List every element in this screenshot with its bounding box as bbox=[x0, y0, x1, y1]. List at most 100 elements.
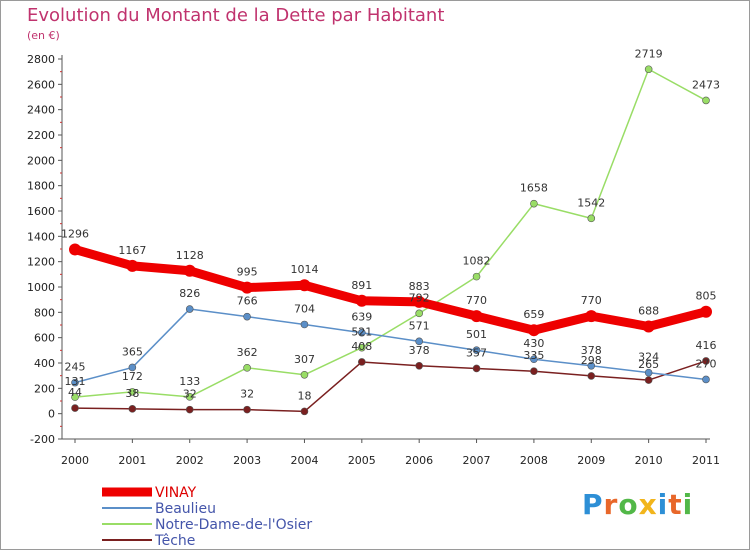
x-tick-label: 2001 bbox=[118, 454, 146, 467]
x-tick-label: 2003 bbox=[233, 454, 261, 467]
data-point bbox=[300, 370, 309, 379]
y-tick-label: 2600 bbox=[27, 78, 55, 91]
data-point bbox=[243, 364, 251, 372]
series-line-2 bbox=[74, 68, 707, 398]
y-tick-label: 200 bbox=[34, 382, 55, 395]
series-line-1 bbox=[74, 308, 707, 384]
y-tick-label: 2200 bbox=[27, 129, 55, 142]
data-point bbox=[71, 378, 79, 387]
chart-unit: (en €) bbox=[27, 29, 60, 42]
data-label: 44 bbox=[68, 386, 82, 399]
data-label: 362 bbox=[237, 346, 258, 359]
data-label: 805 bbox=[696, 290, 717, 303]
y-tick-label: 0 bbox=[48, 408, 55, 421]
data-label: 1082 bbox=[463, 255, 491, 268]
y-tick-label: 2800 bbox=[27, 53, 55, 66]
y-tick-label: 600 bbox=[34, 332, 55, 345]
data-point bbox=[415, 337, 423, 346]
data-point bbox=[642, 320, 655, 333]
y-tick-label: -200 bbox=[30, 433, 55, 446]
data-point bbox=[128, 405, 137, 413]
data-label: 133 bbox=[179, 375, 200, 388]
y-tick-label: 2000 bbox=[27, 154, 55, 167]
x-tick-label: 2004 bbox=[290, 454, 318, 467]
data-label: 501 bbox=[466, 328, 487, 341]
data-label: 704 bbox=[294, 302, 315, 315]
data-label: 378 bbox=[581, 344, 602, 357]
x-tick-label: 2005 bbox=[348, 454, 376, 467]
x-tick-label: 2008 bbox=[520, 454, 548, 467]
data-label: 172 bbox=[122, 370, 143, 383]
data-point bbox=[358, 343, 366, 352]
data-point bbox=[530, 367, 538, 376]
y-tick-label: 800 bbox=[34, 306, 55, 319]
data-point bbox=[71, 393, 79, 401]
data-point bbox=[185, 405, 194, 414]
x-tick-label: 2000 bbox=[61, 454, 89, 467]
axes: -200 0 200 400 600 800 1000 1200 1400 1600 1800 200… bbox=[27, 53, 720, 467]
data-label: 770 bbox=[581, 294, 602, 307]
legend-label: Têche bbox=[154, 533, 195, 549]
data-point bbox=[298, 279, 311, 292]
data-point bbox=[415, 361, 423, 370]
data-label: 639 bbox=[351, 311, 372, 324]
data-label: 265 bbox=[638, 358, 659, 371]
y-tick-label: 1200 bbox=[27, 256, 55, 269]
data-label: 32 bbox=[183, 388, 197, 401]
data-point bbox=[644, 368, 653, 377]
data-label: 298 bbox=[581, 354, 602, 367]
data-point bbox=[355, 294, 368, 307]
x-tick-label: 2009 bbox=[577, 454, 605, 467]
data-label: 891 bbox=[351, 279, 372, 292]
legend-label: VINAY bbox=[155, 485, 197, 501]
legend-label: Beaulieu bbox=[155, 501, 216, 517]
x-tick-label: 2006 bbox=[405, 454, 433, 467]
x-tick-label: 2011 bbox=[692, 454, 720, 467]
x-tick-label: 2007 bbox=[463, 454, 491, 467]
data-point bbox=[702, 375, 710, 384]
data-point bbox=[300, 320, 309, 329]
data-label: 2719 bbox=[635, 47, 663, 60]
data-point bbox=[128, 363, 137, 372]
data-point bbox=[241, 281, 254, 294]
data-point bbox=[128, 388, 137, 396]
data-label: 792 bbox=[409, 291, 430, 304]
data-point bbox=[470, 310, 483, 323]
data-label: 18 bbox=[297, 389, 311, 402]
data-point bbox=[587, 372, 596, 380]
y-tick-label: 400 bbox=[34, 357, 55, 370]
data-label: 766 bbox=[237, 295, 258, 308]
data-label: 1658 bbox=[520, 182, 548, 195]
data-point bbox=[243, 312, 251, 321]
data-point bbox=[358, 328, 366, 337]
x-tick-label: 2002 bbox=[176, 454, 204, 467]
data-label: 324 bbox=[638, 351, 659, 364]
proxiti-logo: Proxiti bbox=[582, 488, 694, 521]
legend-label: Notre-Dame-de-l'Osier bbox=[155, 517, 312, 533]
data-point bbox=[702, 357, 710, 365]
series-group bbox=[69, 65, 712, 416]
series-line-0 bbox=[70, 245, 711, 335]
data-point bbox=[587, 361, 596, 370]
y-tick-label: 1000 bbox=[27, 281, 55, 294]
data-point bbox=[413, 295, 426, 308]
data-label: 38 bbox=[125, 387, 139, 400]
data-point bbox=[243, 405, 251, 414]
data-label: 1014 bbox=[290, 263, 318, 276]
data-labels: 1296 1167 1128 995 1014 891 883 770 659 770 688 805… bbox=[61, 47, 720, 402]
data-label: 826 bbox=[179, 287, 200, 300]
data-point bbox=[530, 355, 538, 364]
data-label: 365 bbox=[122, 345, 143, 358]
data-point bbox=[185, 305, 194, 313]
data-point bbox=[585, 310, 598, 323]
data-label: 416 bbox=[696, 339, 717, 352]
data-label: 688 bbox=[638, 305, 659, 318]
data-label: 1542 bbox=[577, 196, 605, 209]
data-label: 335 bbox=[523, 349, 544, 362]
data-label: 430 bbox=[523, 337, 544, 350]
data-label: 2473 bbox=[692, 78, 720, 91]
data-label: 32 bbox=[240, 388, 254, 401]
data-point bbox=[358, 358, 366, 366]
